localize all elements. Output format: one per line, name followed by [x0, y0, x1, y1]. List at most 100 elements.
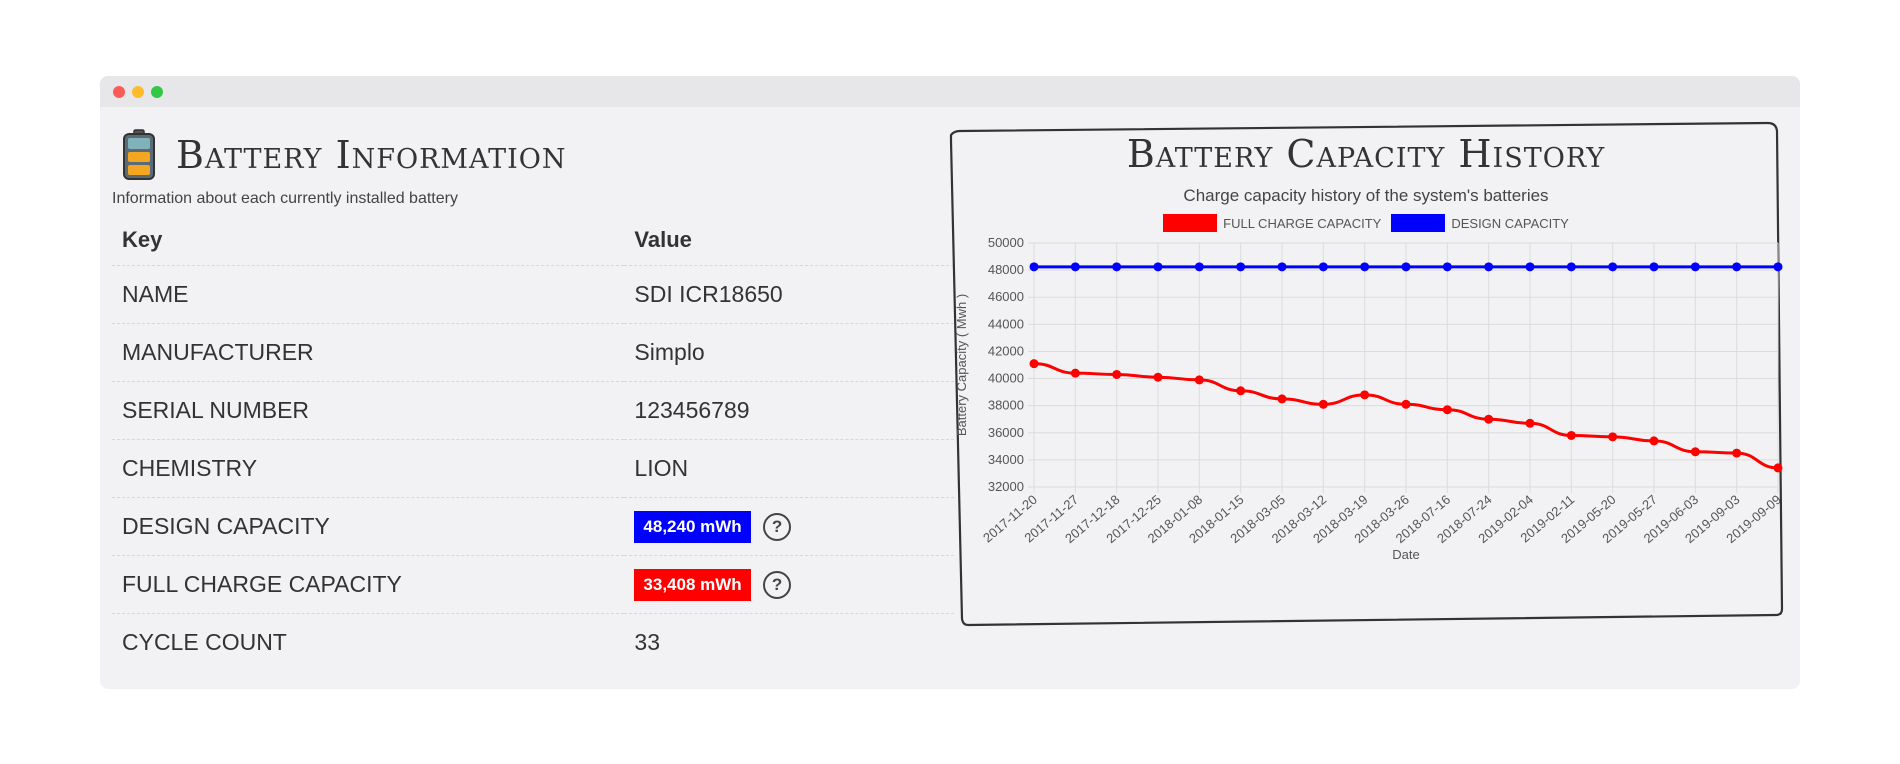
- y-tick-label: 38000: [988, 398, 1024, 413]
- capacity-history-chart-panel: Battery Capacity History Charge capacity…: [948, 121, 1784, 627]
- data-point: [1029, 359, 1039, 369]
- data-point: [1112, 262, 1122, 272]
- data-point: [1525, 418, 1535, 428]
- row-key: FULL CHARGE CAPACITY: [112, 555, 625, 614]
- data-point: [1566, 430, 1576, 440]
- y-tick-label: 36000: [988, 425, 1024, 440]
- data-point: [1277, 394, 1287, 404]
- table-row: SERIAL NUMBER 123456789: [112, 381, 954, 440]
- row-value: 33,408 mWh ?: [624, 555, 954, 614]
- design-capacity-badge: 48,240 mWh: [634, 510, 751, 543]
- data-point: [1690, 262, 1700, 272]
- y-tick-label: 40000: [988, 371, 1024, 386]
- legend-label: FULL CHARGE CAPACITY: [1223, 215, 1382, 231]
- chart-legend: FULL CHARGE CAPACITY DESIGN CAPACITY: [948, 214, 1784, 232]
- data-point: [1318, 262, 1328, 272]
- row-value: 123456789: [624, 381, 954, 440]
- y-tick-label: 42000: [988, 343, 1024, 358]
- data-point: [1566, 262, 1576, 272]
- data-point: [1029, 262, 1039, 272]
- data-point: [1401, 399, 1411, 409]
- table-row: NAME SDI ICR18650: [112, 265, 954, 324]
- data-point: [1070, 368, 1080, 378]
- legend-item-design[interactable]: DESIGN CAPACITY: [1391, 214, 1569, 232]
- battery-icon: [123, 129, 155, 180]
- legend-swatch-full-charge: [1163, 214, 1218, 232]
- data-point: [1608, 262, 1618, 272]
- capacity-line-chart: 32000 34000 36000 38000 40000 42000 44000 46000…: [954, 235, 1784, 562]
- data-point: [1484, 414, 1494, 424]
- page-title: Battery Information: [176, 133, 567, 177]
- full-charge-capacity-badge: 33,408 mWh: [634, 568, 751, 601]
- row-value: SDI ICR18650: [624, 265, 954, 324]
- data-point: [1194, 375, 1204, 385]
- chart-subtitle: Charge capacity history of the system's …: [1183, 186, 1549, 205]
- data-point: [1732, 262, 1742, 272]
- y-tick-label: 48000: [988, 262, 1024, 277]
- data-point: [1608, 432, 1618, 442]
- data-point: [1773, 262, 1783, 272]
- data-point: [1649, 262, 1659, 272]
- table-row: CYCLE COUNT 33: [112, 614, 954, 672]
- page-subtitle: Information about each currently install…: [112, 190, 458, 207]
- data-point: [1112, 369, 1122, 379]
- row-key: SERIAL NUMBER: [112, 381, 625, 440]
- table-row: FULL CHARGE CAPACITY 33,408 mWh ?: [112, 555, 954, 614]
- app-window: Battery Information Information about ea…: [100, 76, 1800, 689]
- window-titlebar: [100, 76, 1800, 107]
- data-point: [1318, 399, 1328, 409]
- zoom-window-button[interactable]: [151, 86, 163, 98]
- data-point: [1070, 262, 1080, 272]
- row-key: NAME: [112, 265, 625, 324]
- chart-border: [949, 121, 1784, 627]
- y-tick-label: 46000: [988, 289, 1024, 304]
- data-point: [1194, 262, 1204, 272]
- data-point: [1360, 390, 1370, 400]
- data-point: [1153, 262, 1163, 272]
- value-column-header: Value: [624, 215, 954, 266]
- data-point: [1277, 262, 1287, 272]
- data-point: [1525, 262, 1535, 272]
- y-axis-title: Battery Capacity ( Mwh ): [954, 294, 969, 436]
- battery-info-panel: Battery Information Information about ea…: [100, 107, 954, 689]
- y-tick-label: 34000: [988, 452, 1024, 467]
- minimize-window-button[interactable]: [132, 86, 144, 98]
- row-value: 48,240 mWh ?: [624, 497, 954, 556]
- row-key: MANUFACTURER: [112, 323, 625, 382]
- row-key: CYCLE COUNT: [122, 629, 287, 655]
- data-point: [1153, 372, 1163, 382]
- table-row: DESIGN CAPACITY 48,240 mWh ?: [112, 497, 954, 556]
- table-row: MANUFACTURER Simplo: [112, 323, 954, 382]
- design-capacity-help-icon[interactable]: ?: [763, 512, 792, 541]
- key-column-header: Key: [112, 215, 625, 266]
- data-point: [1649, 436, 1659, 446]
- battery-info-header: Battery Information: [122, 129, 567, 181]
- legend-swatch-design: [1391, 214, 1446, 232]
- data-point: [1484, 262, 1494, 272]
- data-point: [1401, 262, 1411, 272]
- data-point: [1773, 463, 1783, 473]
- table-header-row: Key Value: [112, 215, 954, 266]
- data-point: [1360, 262, 1370, 272]
- legend-label: DESIGN CAPACITY: [1451, 215, 1569, 231]
- table-row: CHEMISTRY LION: [112, 439, 954, 498]
- battery-info-table: Key Value NAME SDI ICR18650 MANUFACTURER…: [112, 215, 954, 671]
- data-point: [1732, 448, 1742, 458]
- row-value: LION: [624, 439, 954, 498]
- x-axis-title: Date: [1392, 547, 1419, 562]
- close-window-button[interactable]: [113, 86, 125, 98]
- row-key: CHEMISTRY: [112, 439, 625, 498]
- row-value: 33: [634, 629, 661, 655]
- data-point: [1690, 447, 1700, 457]
- data-point: [1442, 405, 1452, 415]
- row-key: DESIGN CAPACITY: [112, 497, 625, 556]
- data-point: [1442, 262, 1452, 272]
- y-tick-label: 50000: [988, 235, 1024, 250]
- data-point: [1236, 386, 1246, 396]
- y-tick-label: 32000: [988, 479, 1024, 494]
- legend-item-full-charge[interactable]: FULL CHARGE CAPACITY: [1163, 214, 1381, 232]
- chart-title: Battery Capacity History: [1126, 132, 1606, 176]
- y-tick-label: 44000: [988, 316, 1024, 331]
- full-charge-capacity-help-icon[interactable]: ?: [763, 570, 792, 599]
- data-point: [1236, 262, 1246, 272]
